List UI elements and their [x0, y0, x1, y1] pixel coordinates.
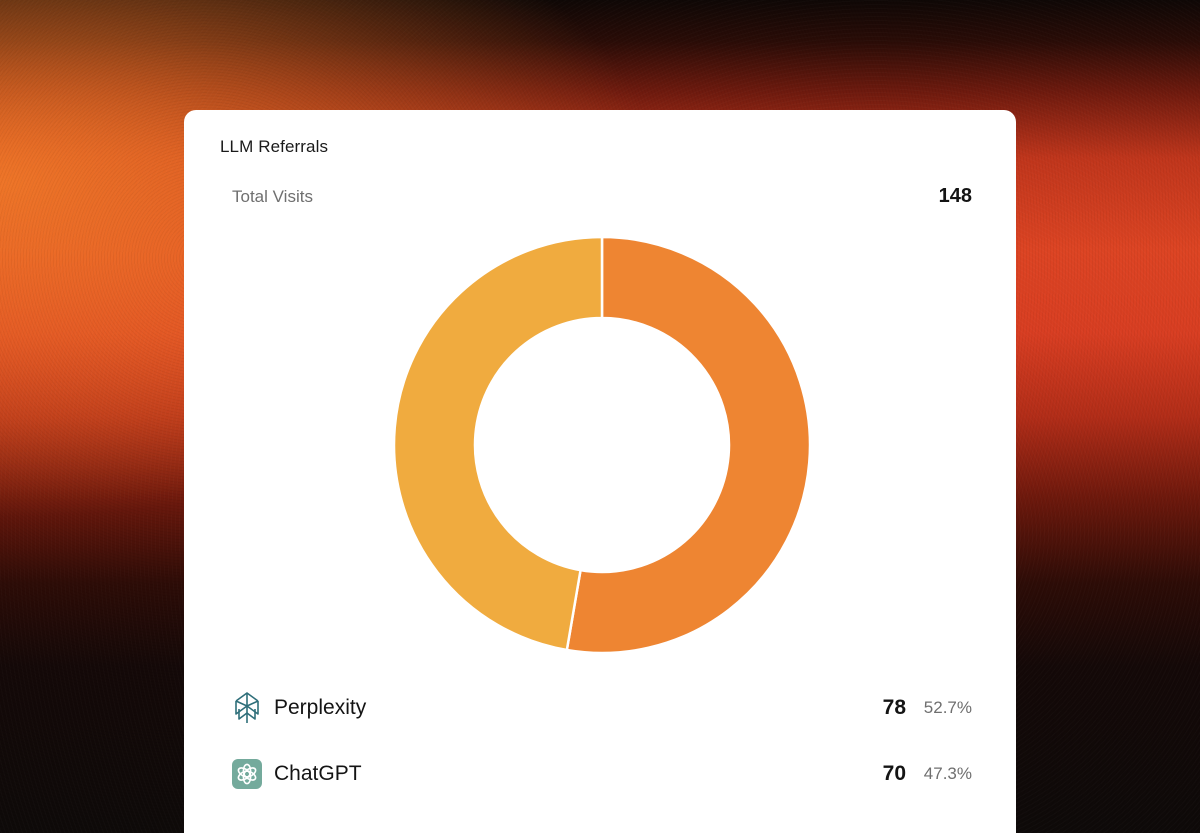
legend-count: 78 [882, 696, 906, 719]
perplexity-icon [232, 692, 262, 723]
llm-referrals-card: LLM Referrals Total Visits 148 Perplexit… [184, 110, 1016, 833]
legend-item-chatgpt[interactable]: ChatGPT 70 47.3% [232, 757, 972, 791]
donut-slice-chatgpt[interactable] [392, 235, 604, 652]
chatgpt-icon [232, 759, 262, 789]
donut-slice-perplexity[interactable] [565, 235, 812, 655]
total-visits-value: 148 [938, 185, 972, 207]
total-visits-label: Total Visits [232, 187, 313, 206]
legend-percent: 52.7% [923, 698, 972, 717]
legend-percent: 47.3% [923, 764, 972, 783]
legend-label: Perplexity [274, 696, 367, 719]
donut-chart [392, 235, 812, 655]
legend-item-perplexity[interactable]: Perplexity 78 52.7% [232, 691, 972, 725]
legend-count: 70 [882, 762, 906, 785]
legend-label: ChatGPT [274, 762, 362, 785]
card-title: LLM Referrals [220, 137, 329, 156]
